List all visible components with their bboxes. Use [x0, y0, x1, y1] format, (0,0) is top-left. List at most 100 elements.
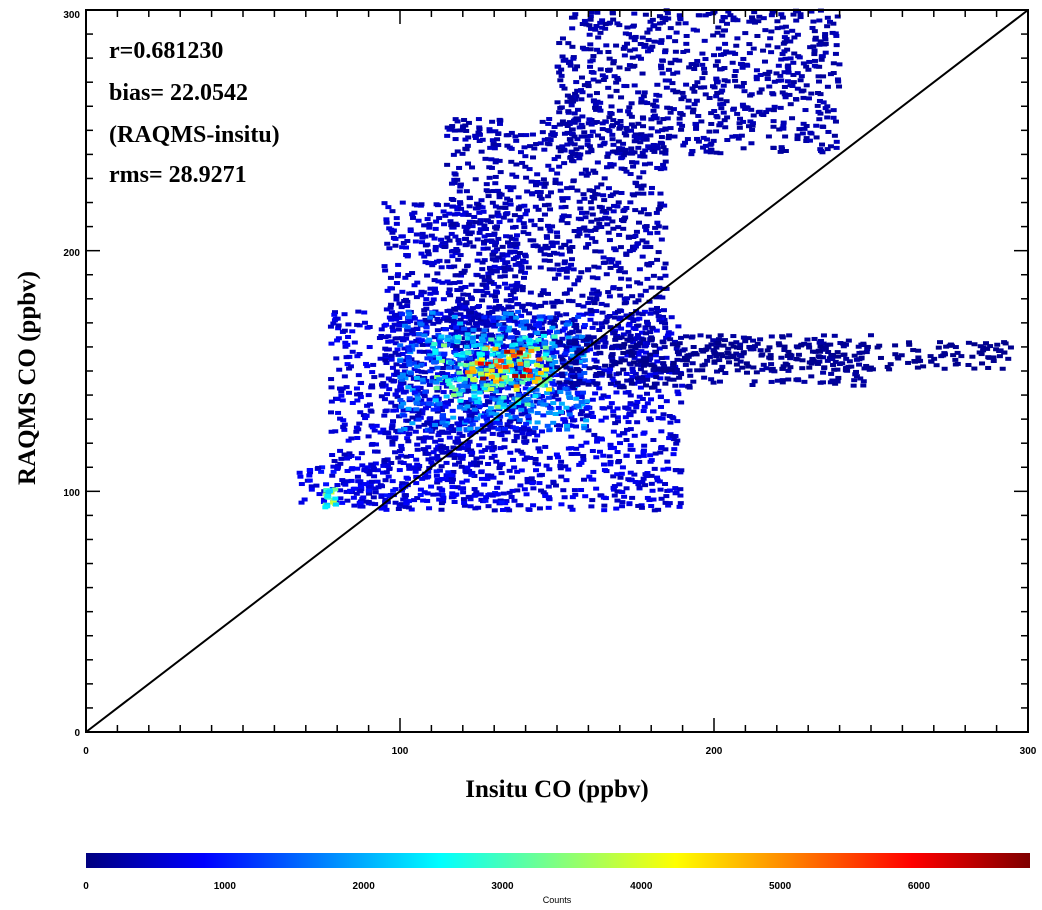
- density-cell: [508, 494, 515, 499]
- density-cell: [338, 389, 345, 394]
- density-cell: [402, 504, 409, 509]
- density-cell: [855, 344, 862, 349]
- density-cell: [508, 283, 515, 288]
- density-cell: [679, 90, 686, 95]
- density-cell: [578, 171, 585, 176]
- density-cell: [577, 412, 584, 417]
- density-cell: [374, 479, 381, 484]
- density-cell: [584, 405, 591, 410]
- density-cell: [366, 472, 373, 477]
- density-cell: [526, 380, 533, 385]
- density-cell: [423, 325, 430, 330]
- density-cell: [763, 110, 770, 115]
- density-cell: [364, 364, 371, 369]
- density-cell: [610, 209, 617, 214]
- density-cell: [654, 146, 661, 151]
- density-cell: [414, 364, 421, 369]
- density-cell: [485, 427, 492, 432]
- density-cell: [814, 361, 821, 366]
- density-cell: [545, 360, 552, 365]
- density-cell: [716, 379, 723, 384]
- density-cell: [489, 200, 496, 205]
- density-cell: [593, 91, 600, 96]
- density-cell: [651, 466, 658, 471]
- density-cell: [550, 420, 557, 425]
- density-cell: [521, 457, 528, 462]
- density-cell: [787, 356, 794, 361]
- density-cell: [569, 26, 576, 31]
- density-cell: [484, 238, 491, 243]
- density-cell: [576, 275, 583, 280]
- density-cell: [500, 353, 507, 358]
- density-cell: [601, 335, 608, 340]
- density-cell: [648, 504, 655, 509]
- density-cell: [648, 458, 655, 463]
- density-cell: [440, 356, 447, 361]
- density-cell: [770, 124, 777, 129]
- density-cell: [472, 135, 479, 140]
- density-cell: [488, 440, 495, 445]
- density-cell: [570, 56, 577, 61]
- density-cell: [509, 365, 516, 370]
- density-cell: [474, 273, 481, 278]
- density-cell: [656, 93, 663, 98]
- density-cell: [331, 458, 338, 463]
- density-cell: [418, 369, 425, 374]
- density-cell: [459, 151, 466, 156]
- density-cell: [565, 320, 572, 325]
- density-cell: [558, 252, 565, 257]
- density-cell: [402, 389, 409, 394]
- density-cell: [623, 486, 630, 491]
- density-cell: [406, 425, 413, 430]
- density-cell: [659, 58, 666, 63]
- density-cell: [437, 438, 444, 443]
- density-cell: [674, 350, 681, 355]
- density-cell: [431, 278, 438, 283]
- density-cell: [598, 301, 605, 306]
- density-cell: [775, 341, 782, 346]
- density-cell: [779, 25, 786, 30]
- density-cell: [638, 505, 645, 510]
- density-cell: [727, 355, 734, 360]
- density-cell: [639, 312, 646, 317]
- density-cell: [571, 120, 578, 125]
- density-cell: [472, 354, 479, 359]
- density-cell: [774, 45, 781, 50]
- density-cell: [713, 354, 720, 359]
- density-cell: [446, 452, 453, 457]
- density-cell: [662, 447, 669, 452]
- density-cell: [301, 497, 308, 502]
- density-cell: [578, 460, 585, 465]
- density-cell: [451, 264, 458, 269]
- density-cell: [461, 268, 468, 273]
- density-cell: [410, 315, 417, 320]
- density-cell: [549, 379, 556, 384]
- density-cell: [579, 409, 586, 414]
- density-cell: [796, 55, 803, 60]
- density-cell: [319, 465, 326, 470]
- density-cell: [478, 149, 485, 154]
- density-cell: [824, 147, 831, 152]
- density-cell: [469, 470, 476, 475]
- density-cell: [506, 325, 513, 330]
- density-cells: [296, 8, 1014, 513]
- density-cell: [583, 418, 590, 423]
- density-cell: [783, 30, 790, 35]
- density-cell: [476, 460, 483, 465]
- density-cell: [512, 134, 519, 139]
- density-cell: [590, 287, 597, 292]
- density-cell: [803, 139, 810, 144]
- density-cell: [471, 487, 478, 492]
- density-cell: [476, 138, 483, 143]
- density-cell: [422, 471, 429, 476]
- density-cell: [747, 119, 754, 124]
- density-cell: [523, 133, 530, 138]
- density-cell: [572, 91, 579, 96]
- density-cell: [587, 228, 594, 233]
- density-cell: [463, 300, 470, 305]
- density-cell: [428, 233, 435, 238]
- density-cell: [628, 381, 635, 386]
- density-cell: [590, 414, 597, 419]
- density-cell: [540, 319, 547, 324]
- density-cell: [500, 345, 507, 350]
